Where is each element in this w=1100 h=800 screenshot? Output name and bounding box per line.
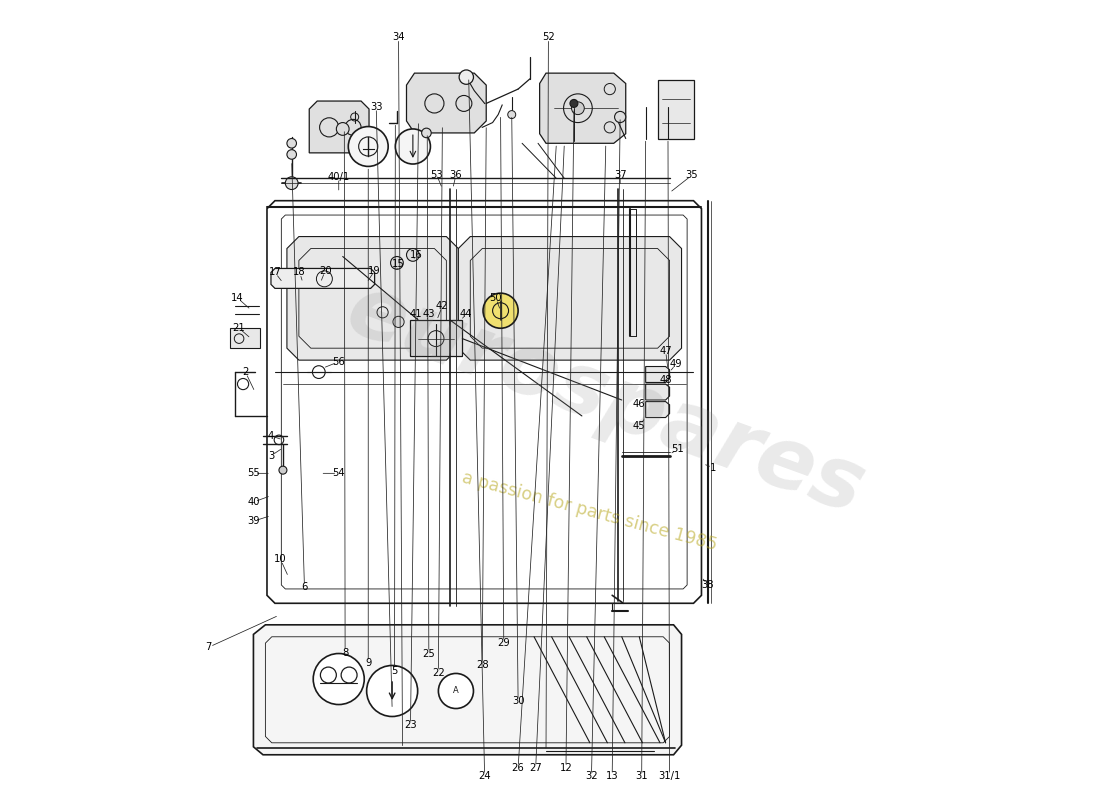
Text: 26: 26 [512,763,525,774]
Text: 45: 45 [632,421,646,430]
Circle shape [366,666,418,717]
Text: 5: 5 [392,666,398,676]
Text: 4: 4 [267,431,274,441]
Text: 13: 13 [606,771,618,782]
Text: 37: 37 [614,170,627,180]
Polygon shape [646,366,670,382]
Text: 42: 42 [436,301,449,311]
Text: 18: 18 [294,267,306,278]
Bar [410,320,462,356]
Text: 32: 32 [585,771,597,782]
Text: 15: 15 [393,259,405,270]
Text: 25: 25 [422,649,436,658]
Text: 36: 36 [450,170,462,180]
Text: 38: 38 [702,580,714,590]
Polygon shape [646,402,670,418]
Circle shape [287,150,297,159]
Circle shape [572,102,584,114]
Text: 31/1: 31/1 [659,771,681,782]
Text: 55: 55 [248,468,260,478]
Text: 17: 17 [268,267,282,278]
Circle shape [395,129,430,164]
Text: 46: 46 [632,399,646,409]
Text: 30: 30 [512,696,525,706]
Polygon shape [253,625,682,754]
Text: 20: 20 [319,266,331,276]
Text: 3: 3 [267,451,274,461]
Text: 33: 33 [370,102,383,112]
Text: 40/1: 40/1 [328,172,350,182]
Text: 31: 31 [636,771,648,782]
Circle shape [390,257,404,270]
Polygon shape [646,384,670,400]
Text: 41: 41 [410,309,422,319]
Circle shape [459,70,473,84]
Circle shape [421,128,431,138]
Text: 40: 40 [248,497,260,507]
Text: a passion for parts since 1985: a passion for parts since 1985 [460,469,719,554]
Text: 47: 47 [659,346,672,355]
Text: 49: 49 [670,359,682,369]
Text: 2: 2 [242,367,249,377]
Text: 14: 14 [231,293,244,303]
Polygon shape [287,237,459,360]
Text: 29: 29 [497,638,510,648]
Text: 12: 12 [560,763,572,774]
Text: 7: 7 [206,642,212,652]
Text: 22: 22 [432,668,444,678]
Polygon shape [540,73,626,143]
Text: eurospares: eurospares [336,268,876,532]
Text: 6: 6 [301,582,308,592]
Circle shape [287,138,297,148]
Text: 39: 39 [248,516,260,526]
Bar [230,328,260,348]
Circle shape [508,110,516,118]
Circle shape [439,674,473,709]
Text: 56: 56 [332,357,345,366]
Circle shape [570,99,578,107]
Text: 54: 54 [332,468,345,478]
Text: 35: 35 [685,170,698,180]
Polygon shape [271,269,375,288]
Text: 8: 8 [342,648,349,658]
Text: 1: 1 [711,462,716,473]
Text: 52: 52 [542,32,554,42]
Text: 44: 44 [460,309,473,319]
Text: 43: 43 [422,309,436,319]
Text: A: A [453,686,459,695]
Circle shape [314,654,364,705]
Text: 23: 23 [404,720,417,730]
Bar [658,79,693,139]
Text: 51: 51 [671,445,684,454]
Text: 9: 9 [365,658,372,668]
Text: 27: 27 [529,763,542,774]
Circle shape [285,177,298,190]
Text: 34: 34 [393,32,405,42]
Polygon shape [459,237,682,360]
Text: 50: 50 [490,293,502,303]
Circle shape [615,111,626,122]
Text: 10: 10 [274,554,287,565]
Circle shape [483,293,518,328]
Text: 28: 28 [476,660,488,670]
Polygon shape [407,73,486,133]
Circle shape [337,122,349,135]
Text: 16: 16 [409,250,422,260]
Text: 21: 21 [233,323,245,334]
Polygon shape [309,101,368,153]
Circle shape [279,466,287,474]
Text: 24: 24 [478,771,491,782]
Circle shape [349,126,388,166]
Text: 53: 53 [430,170,443,180]
Text: 19: 19 [368,266,381,276]
Circle shape [407,249,419,262]
Text: 48: 48 [659,375,672,385]
